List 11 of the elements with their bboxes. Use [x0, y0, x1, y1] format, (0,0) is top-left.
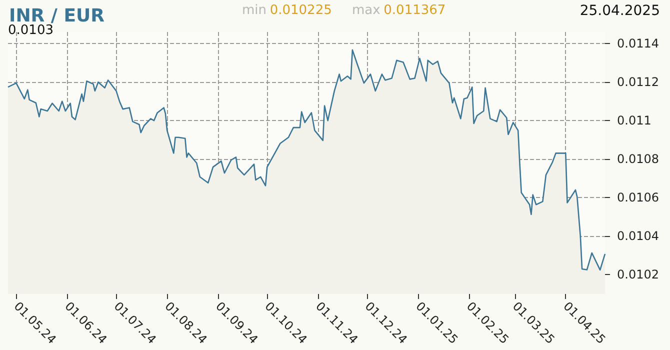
y-tick-label: 0.0112 [617, 75, 659, 90]
y-tick-label: 0.0108 [617, 152, 659, 166]
text: 25.04.2025 [580, 3, 660, 19]
y-tick-label: 0.0106 [617, 190, 659, 205]
annotation: 0.0103 [8, 23, 54, 38]
text: max 0.011367 [352, 3, 446, 18]
y-tick-label: 0.0104 [617, 229, 659, 244]
text: min 0.010225 [242, 3, 332, 18]
y-tick-label: 0.0102 [617, 268, 659, 282]
y-tick-label: 0.011 [617, 114, 652, 128]
y-tick-label: 0.0114 [617, 36, 659, 51]
